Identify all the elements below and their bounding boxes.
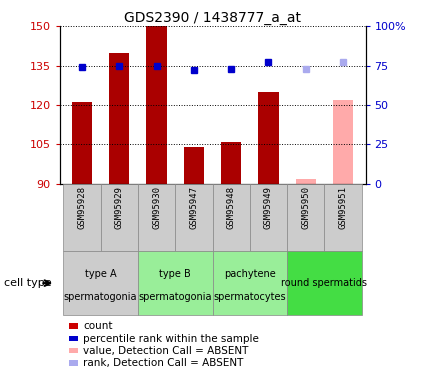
Text: spermatogonia: spermatogonia: [64, 292, 137, 302]
Text: type B: type B: [159, 268, 191, 279]
Bar: [109, 53, 130, 184]
Bar: [295, 178, 316, 184]
Bar: [138, 251, 212, 315]
Bar: [72, 102, 92, 184]
Bar: [324, 184, 362, 251]
Text: round spermatids: round spermatids: [281, 278, 368, 288]
Bar: [287, 184, 324, 251]
Bar: [333, 100, 353, 184]
Text: GSM95951: GSM95951: [339, 186, 348, 229]
Bar: [63, 184, 101, 251]
Text: spermatocytes: spermatocytes: [213, 292, 286, 302]
Bar: [68, 360, 78, 366]
Bar: [258, 92, 279, 184]
Bar: [68, 348, 78, 353]
Text: GSM95928: GSM95928: [77, 186, 86, 229]
Bar: [175, 184, 212, 251]
Bar: [212, 251, 287, 315]
Text: GSM95949: GSM95949: [264, 186, 273, 229]
Text: percentile rank within the sample: percentile rank within the sample: [83, 334, 259, 344]
Bar: [287, 251, 362, 315]
Bar: [101, 184, 138, 251]
Bar: [250, 184, 287, 251]
Bar: [68, 336, 78, 341]
Text: type A: type A: [85, 268, 116, 279]
Bar: [184, 147, 204, 184]
Bar: [63, 251, 138, 315]
Text: spermatogonia: spermatogonia: [139, 292, 212, 302]
Text: pachytene: pachytene: [224, 268, 276, 279]
Bar: [212, 184, 250, 251]
Text: rank, Detection Call = ABSENT: rank, Detection Call = ABSENT: [83, 358, 243, 368]
Bar: [146, 26, 167, 184]
Bar: [138, 184, 175, 251]
Text: value, Detection Call = ABSENT: value, Detection Call = ABSENT: [83, 346, 248, 356]
Text: cell type: cell type: [4, 278, 52, 288]
Bar: [221, 142, 241, 184]
Title: GDS2390 / 1438777_a_at: GDS2390 / 1438777_a_at: [124, 11, 301, 25]
Text: GSM95947: GSM95947: [190, 186, 198, 229]
Text: GSM95930: GSM95930: [152, 186, 161, 229]
Text: GSM95950: GSM95950: [301, 186, 310, 229]
Text: count: count: [83, 321, 112, 331]
Text: GSM95948: GSM95948: [227, 186, 235, 229]
Bar: [68, 323, 78, 328]
Text: GSM95929: GSM95929: [115, 186, 124, 229]
